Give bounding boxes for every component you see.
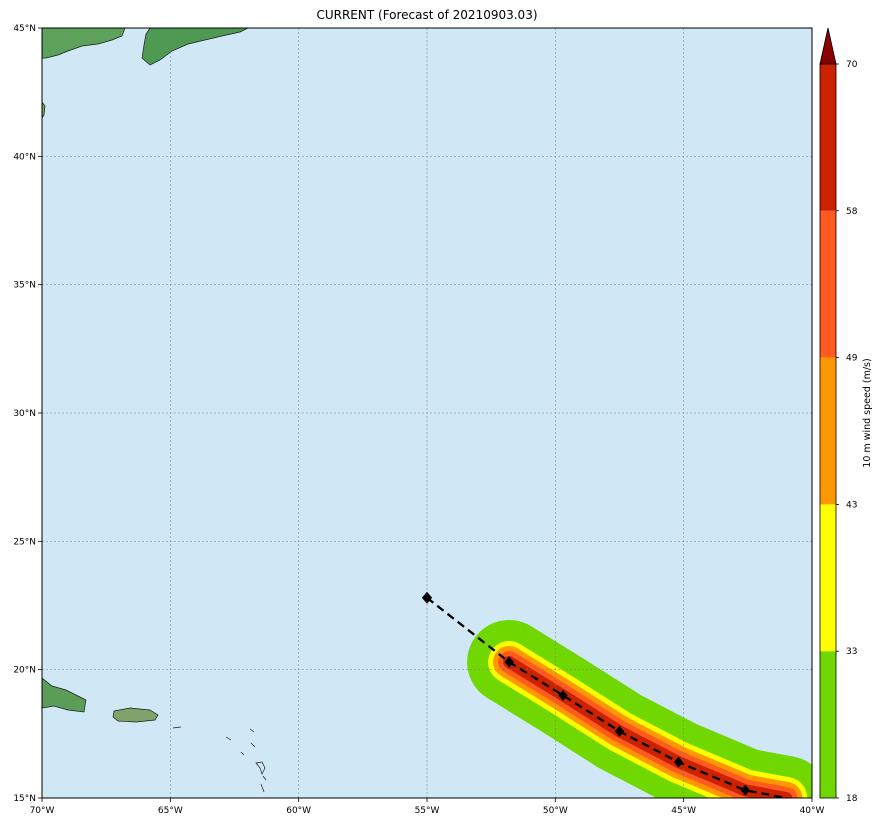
colorbar-tick-label: 18: [846, 794, 858, 804]
x-tick-label: 55°W: [415, 806, 440, 816]
track-point-marker: [673, 756, 684, 768]
landmass-layer: [42, 28, 267, 793]
y-tick-label: 25°N: [13, 537, 36, 547]
colorbar-segment-43: [820, 357, 836, 505]
land-newfoundland: [42, 28, 126, 59]
x-tick-label: 65°W: [158, 806, 183, 816]
colorbar-tick-label: 49: [846, 354, 858, 364]
land-virgin-islands: [172, 726, 267, 793]
track-point-marker: [504, 656, 514, 668]
land-puerto-rico: [112, 707, 159, 723]
y-tick-label: 45°N: [13, 24, 36, 34]
colorbar-label: 10 m wind speed (m/s): [862, 358, 873, 467]
y-tick-label: 40°N: [13, 152, 36, 162]
colorbar: 18 33 43 49 58 70: [819, 27, 858, 804]
colorbar-tick-label: 70: [846, 60, 858, 70]
y-tick-label: 35°N: [13, 281, 36, 291]
storm-track: [421, 591, 787, 798]
track-point-marker: [740, 784, 750, 796]
colorbar-tick-label: 58: [846, 207, 858, 217]
colorbar-segment-33: [820, 504, 836, 652]
x-tick-label: 50°W: [543, 806, 568, 816]
colorbar-segment-49: [820, 210, 836, 358]
y-tick-label: 15°N: [13, 794, 36, 804]
colorbar-frame: [819, 63, 837, 799]
colorbar-tick-label: 33: [846, 647, 857, 657]
y-tick-label: 30°N: [13, 409, 36, 419]
track-point-marker: [614, 725, 625, 737]
x-axis-ticks: 70°W 65°W 60°W 55°W 50°W 45°W 40°W: [30, 798, 825, 816]
x-tick-label: 40°W: [800, 806, 825, 816]
colorbar-extend-arrow: [819, 27, 837, 65]
land-nova-scotia: [141, 28, 249, 66]
colorbar-segment-58: [820, 64, 836, 211]
land-hispaniola: [42, 677, 87, 713]
x-tick-label: 45°W: [671, 806, 696, 816]
map-title: CURRENT (Forecast of 20210903.03): [316, 8, 537, 22]
x-tick-label: 70°W: [30, 806, 55, 816]
x-tick-label: 60°W: [286, 806, 311, 816]
colorbar-segment-18: [820, 651, 836, 798]
y-axis-ticks: 15°N 20°N 25°N 30°N 35°N 40°N 45°N: [13, 24, 42, 804]
track-point-marker: [558, 689, 568, 701]
map-gridlines: [42, 28, 812, 798]
track-point-marker: [421, 591, 433, 604]
colorbar-tick-label: 43: [846, 500, 857, 510]
land-coast-fragment: [42, 101, 46, 119]
y-tick-label: 20°N: [13, 666, 36, 676]
